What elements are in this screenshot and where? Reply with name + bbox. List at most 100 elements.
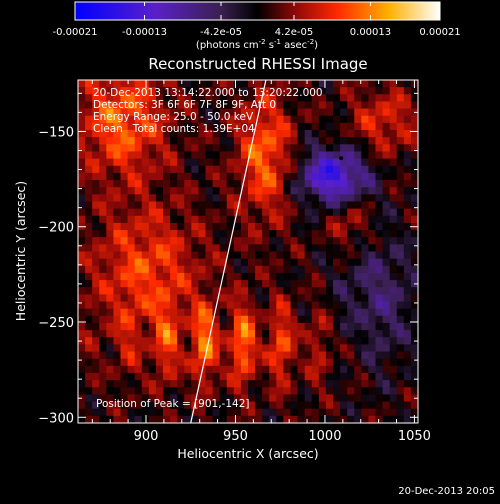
heatmap-cell (389, 244, 398, 252)
heatmap-cell (396, 172, 405, 181)
heatmap-cell (389, 180, 398, 188)
heatmap-cell (113, 258, 121, 267)
heatmap-cell (333, 237, 341, 245)
heatmap-cell (106, 244, 114, 252)
heatmap-cell (85, 380, 93, 388)
heatmap-cell (155, 287, 164, 295)
heatmap-cell (191, 351, 199, 360)
heatmap-cell (163, 301, 171, 310)
heatmap-cell (212, 237, 221, 245)
heatmap-cell (276, 258, 284, 267)
heatmap-cell (78, 80, 86, 88)
heatmap-cell (403, 394, 412, 402)
heatmap-cell (262, 244, 270, 252)
heatmap-cell (127, 415, 136, 423)
heatmap-cell (219, 101, 228, 109)
heatmap-cell (290, 330, 298, 338)
heatmap-cell (354, 94, 362, 102)
heatmap-cell (85, 108, 93, 117)
heatmap-cell (340, 151, 348, 160)
heatmap-cell (375, 330, 383, 338)
heatmap-cell (148, 330, 157, 338)
heatmap-cell (269, 172, 277, 181)
heatmap-cell (262, 365, 270, 374)
heatmap-cell (283, 144, 291, 152)
heatmap-cell (233, 194, 242, 202)
heatmap-cell (297, 115, 306, 124)
heatmap-cell (240, 380, 249, 388)
heatmap-cell (325, 108, 334, 117)
heatmap-cell (226, 315, 235, 324)
heatmap-cell (283, 80, 291, 88)
heatmap-cell (177, 187, 185, 195)
heatmap-cell (396, 372, 405, 381)
heatmap-cell (311, 87, 320, 95)
heatmap-cell (99, 401, 107, 410)
heatmap-cell (311, 394, 320, 402)
heatmap-cell (325, 230, 334, 238)
heatmap-cell (99, 165, 107, 174)
heatmap-cell (170, 394, 178, 402)
heatmap-cell (340, 272, 348, 281)
heatmap-cell (191, 80, 199, 88)
heatmap-cell (113, 80, 121, 88)
heatmap-cell (184, 158, 192, 167)
heatmap-cell (276, 380, 284, 388)
heatmap-cell (283, 365, 291, 374)
heatmap-cell (99, 94, 107, 102)
heatmap-cell (78, 308, 86, 317)
heatmap-cell (410, 158, 418, 167)
heatmap-cell (155, 187, 164, 195)
heatmap-cell (148, 315, 157, 324)
heatmap-cell (127, 230, 136, 238)
heatmap-cell (255, 287, 263, 295)
heatmap-cell (106, 408, 114, 417)
heatmap-cell (99, 301, 107, 310)
heatmap-cell (354, 158, 362, 167)
heatmap-cell (191, 408, 199, 417)
heatmap-cell (184, 165, 192, 174)
heatmap-cell (304, 222, 313, 231)
heatmap-cell (177, 122, 185, 131)
heatmap-cell (283, 408, 291, 417)
heatmap-cell (191, 287, 199, 295)
heatmap-cell (340, 201, 348, 210)
heatmap-cell (297, 101, 306, 109)
heatmap-cell (333, 358, 341, 367)
heatmap-cell (226, 172, 235, 181)
heatmap-cell (205, 372, 213, 381)
heatmap-cell (262, 130, 270, 138)
heatmap-cell (85, 265, 93, 274)
heatmap-cell (347, 337, 355, 345)
heatmap-cell (396, 394, 405, 402)
heatmap-cell (375, 258, 383, 267)
heatmap-cell (283, 230, 291, 238)
heatmap-cell (396, 272, 405, 281)
heatmap-cell (318, 415, 327, 423)
heatmap-cell (113, 265, 121, 274)
heatmap-cell (233, 380, 242, 388)
heatmap-cell (255, 94, 263, 102)
heatmap-cell (347, 401, 355, 410)
heatmap-cell (155, 294, 164, 302)
heatmap-cell (283, 172, 291, 181)
heatmap-cell (318, 337, 327, 345)
heatmap-cell (325, 258, 334, 267)
heatmap-cell (304, 137, 313, 145)
heatmap-cell (219, 137, 228, 145)
heatmap-cell (205, 294, 213, 302)
heatmap-cell (113, 330, 121, 338)
heatmap-cell (113, 130, 121, 138)
heatmap-cell (403, 215, 412, 224)
heatmap-cell (205, 287, 213, 295)
colorbar-tick-label: -0.00013 (122, 27, 167, 38)
heatmap-cell (361, 172, 369, 181)
heatmap-cell (276, 130, 284, 138)
heatmap-cell (85, 287, 93, 295)
heatmap-cell (99, 194, 107, 202)
heatmap-cell (177, 144, 185, 152)
heatmap-cell (155, 244, 164, 252)
heatmap-cell (141, 151, 150, 160)
heatmap-cell (148, 208, 157, 217)
heatmap-cell (120, 258, 128, 267)
